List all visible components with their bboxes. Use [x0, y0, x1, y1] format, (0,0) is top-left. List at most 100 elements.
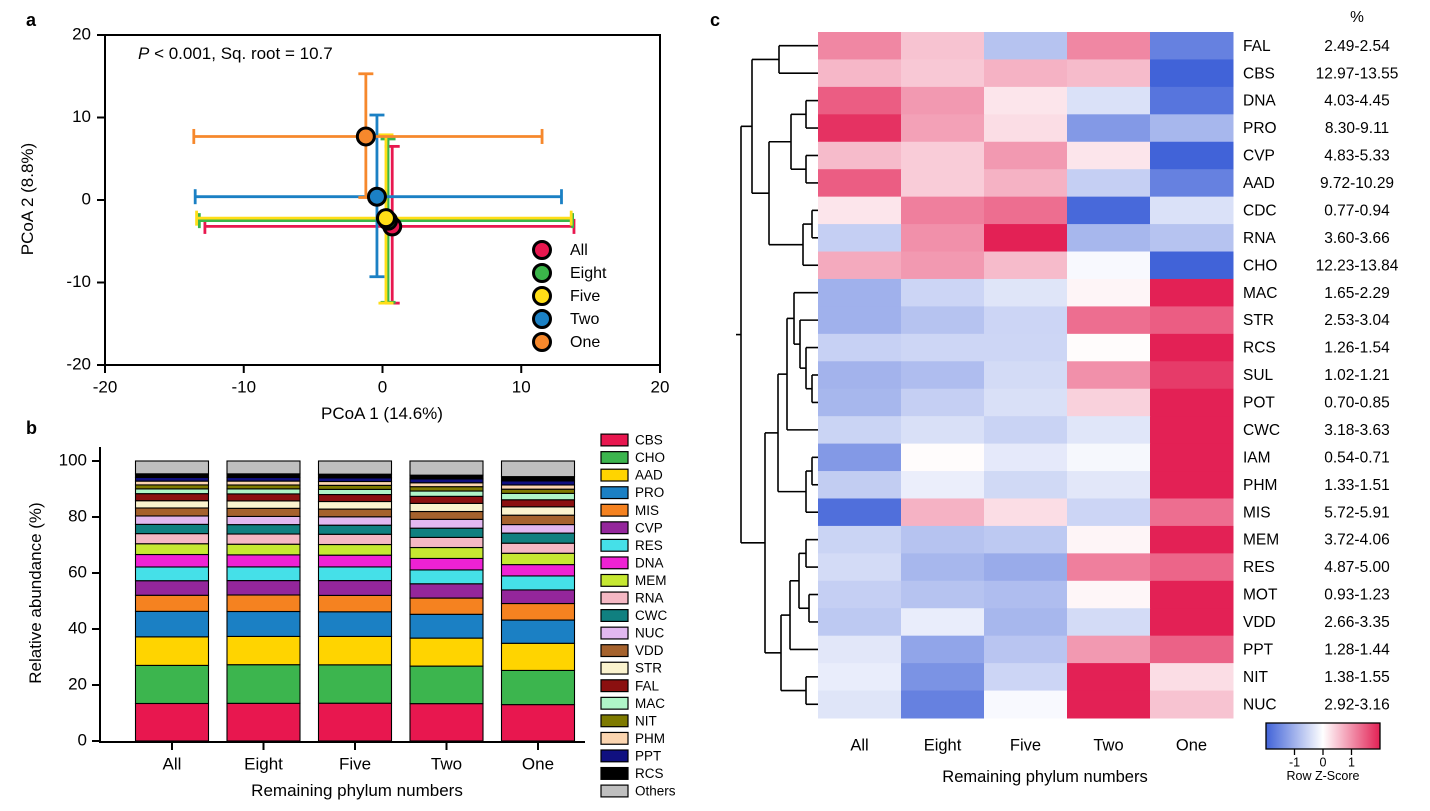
pcoa-y-axis-title: PCoA 2 (8.8%): [18, 142, 37, 256]
heatmap-cell-IAM-Eight: [901, 443, 985, 472]
heatmap-cell-MEM-Two: [1067, 525, 1151, 554]
bar-segment-DNA: [134, 553, 210, 568]
heatmap-cell-POT-All: [818, 388, 902, 417]
bar-segment-NUC: [226, 515, 301, 526]
heatmap-cell-MIS-One: [1150, 498, 1234, 527]
bar-axis-ticks: 0 20 40 60 80 100 All Eight Five Two One: [59, 450, 554, 773]
heatmap-cell-MOT-One: [1150, 580, 1234, 609]
row-label-CDC: CDC: [1243, 202, 1277, 219]
heatmap-cell-NUC-All: [818, 690, 902, 719]
legend-label-DNA: DNA: [635, 555, 664, 570]
heatmap-cell-RCS-All: [818, 333, 902, 362]
y-tick-label: 20: [72, 24, 91, 43]
row-range-FAL: 2.49-2.54: [1324, 38, 1390, 55]
bar-stack-Eight: [226, 460, 301, 742]
row-range-CVP: 4.83-5.33: [1324, 148, 1390, 165]
row-range-SUL: 1.02-1.21: [1324, 367, 1390, 384]
row-label-CVP: CVP: [1243, 148, 1275, 165]
row-label-VDD: VDD: [1243, 614, 1276, 631]
bar-segment-RCS: [500, 476, 576, 482]
heatmap-cell-SUL-Eight: [901, 361, 985, 390]
bar-segment-RNA: [226, 533, 301, 545]
bar-segment-VDD: [317, 508, 393, 518]
pcoa-stats-annotation: P < 0.001, Sq. root = 10.7: [138, 44, 333, 64]
heatmap-cell-IAM-All: [818, 443, 902, 472]
row-range-CBS: 12.97-13.55: [1316, 65, 1399, 82]
heatmap-cell-STR-Five: [984, 306, 1068, 335]
bar-segment-CVP: [317, 580, 393, 596]
bar-segment-RNA: [134, 533, 210, 545]
bar-segment-AAD: [317, 635, 393, 666]
y-tick-label: 10: [72, 107, 91, 126]
legend-label-MEM: MEM: [635, 573, 667, 588]
legend-marker-Five: [532, 286, 552, 306]
legend-label-MAC: MAC: [635, 696, 665, 711]
colorbar-tick-label: -1: [1289, 755, 1300, 769]
legend-label-NIT: NIT: [635, 713, 657, 728]
row-label-RNA: RNA: [1243, 230, 1276, 247]
bar-segment-MIS: [226, 594, 301, 613]
row-label-SUL: SUL: [1243, 367, 1274, 384]
bar-segment-MIS: [409, 597, 484, 615]
bar-segment-FAL: [409, 495, 484, 504]
legend-swatch-RNA: [600, 591, 629, 605]
bar-segment-PRO: [317, 611, 393, 637]
bar-stack-All: [134, 460, 210, 742]
legend-label-PPT: PPT: [635, 748, 661, 763]
heatmap-cell-NIT-Five: [984, 663, 1068, 692]
heatmap-cell-NIT-Two: [1067, 663, 1151, 692]
row-range-PRO: 8.30-9.11: [1325, 120, 1389, 137]
bar-segment-RES: [226, 566, 301, 582]
x-category-label-Eight: Eight: [244, 754, 283, 773]
heatmap-cell-MIS-Five: [984, 498, 1068, 527]
heatmap-cell-PHM-One: [1150, 471, 1234, 499]
row-label-MIS: MIS: [1243, 504, 1271, 521]
heatmap-cell-MOT-Two: [1067, 580, 1151, 609]
heatmap-cell-RES-Two: [1067, 553, 1151, 582]
heatmap-cell-FAL-One: [1150, 32, 1234, 60]
bar-segment-CWC: [226, 524, 301, 535]
heatmap-cell-PRO-All: [818, 114, 902, 143]
row-range-STR: 2.53-3.04: [1324, 312, 1390, 329]
heatmap-cell-STR-All: [818, 306, 902, 335]
legend-swatch-RES: [600, 538, 629, 552]
heatmap-cell-PPT-All: [818, 635, 902, 664]
bar-segment-PRO: [500, 619, 576, 644]
heatmap-cell-PRO-One: [1150, 114, 1234, 143]
bar-segment-CWC: [500, 532, 576, 544]
colorbar: -1 0 1: [1265, 722, 1381, 769]
pcoa-legend: All Eight Five Two One: [532, 240, 607, 352]
bar-segment-NUC: [409, 518, 484, 529]
heatmap-cell-POT-Five: [984, 388, 1068, 417]
row-range-POT: 0.70-0.85: [1324, 395, 1390, 412]
heatmap-column-labels: All Eight Five Two One: [850, 736, 1207, 754]
heatmap-percent-header: %: [1350, 9, 1364, 26]
heatmap-cell-NIT-Eight: [901, 663, 985, 692]
row-label-CBS: CBS: [1243, 65, 1275, 82]
heatmap-cell-PHM-Two: [1067, 471, 1151, 499]
heatmap-cell-VDD-One: [1150, 608, 1234, 637]
heatmap-grid: [818, 32, 1234, 719]
heatmap-cell-SUL-Five: [984, 361, 1068, 390]
heatmap-panel: FAL 2.49-2.54 CBS 12.97-13.55 DNA 4.03-4.45 PR…: [736, 32, 1399, 769]
heatmap-cell-MIS-All: [818, 498, 902, 527]
y-tick-label: 0: [82, 189, 91, 208]
legend-swatch-RCS: [600, 766, 629, 780]
row-label-DNA: DNA: [1243, 93, 1276, 110]
heatmap-cell-PRO-Five: [984, 114, 1068, 143]
y-tick-label: 0: [78, 730, 87, 749]
row-range-PHM: 1.33-1.51: [1324, 477, 1390, 494]
legend-label-Eight: Eight: [570, 265, 607, 282]
stacked-bar-panel: 0 20 40 60 80 100 All Eight Five Two One CBS CHO AAD P…: [59, 433, 676, 799]
bar-segment-CWC: [409, 527, 484, 538]
bar-segment-PHM: [226, 480, 301, 486]
bar-segment-AAD: [409, 637, 484, 667]
legend-label-RCS: RCS: [635, 766, 664, 781]
legend-label-CBS: CBS: [635, 433, 663, 448]
pcoa-point-One: [355, 126, 376, 147]
legend-swatch-Others: [600, 784, 629, 798]
bar-segment-DNA: [226, 554, 301, 568]
heatmap-cell-VDD-Eight: [901, 608, 985, 637]
bar-segment-PPT: [409, 478, 484, 484]
